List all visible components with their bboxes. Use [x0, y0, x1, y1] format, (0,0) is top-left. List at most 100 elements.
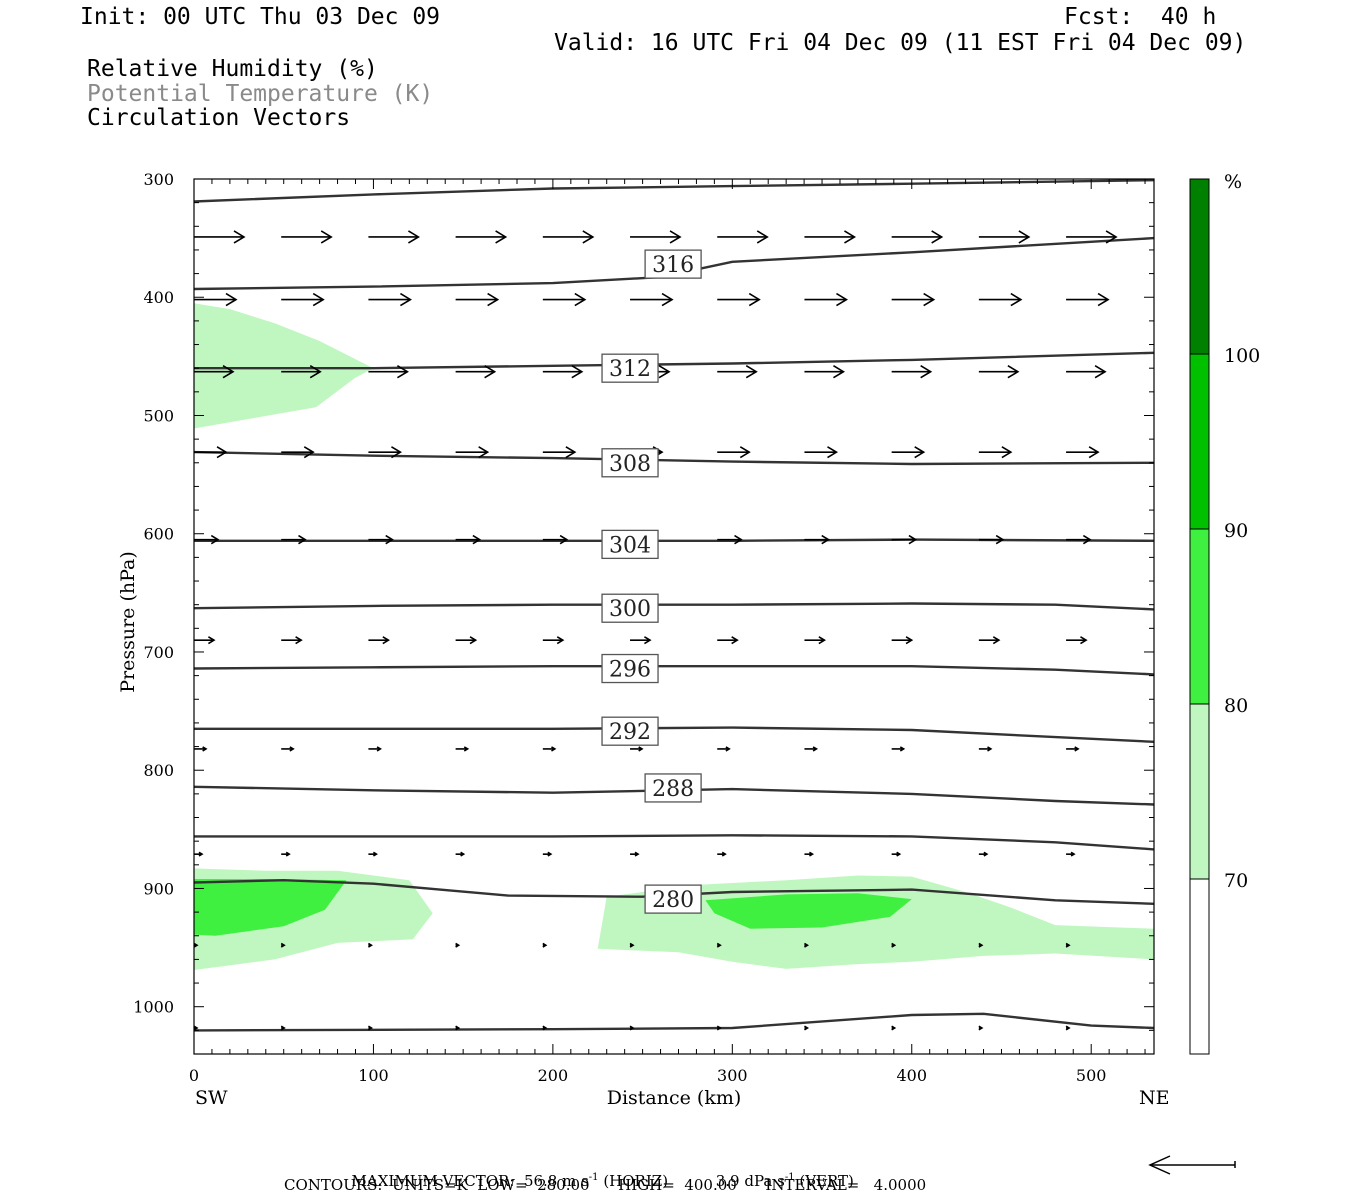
circulation-vector: [717, 746, 731, 752]
colorbar-label: 70: [1224, 870, 1248, 892]
circulation-vector: [1066, 365, 1107, 379]
circulation-vector: [717, 534, 743, 545]
legend-vectors: Circulation Vectors: [87, 105, 351, 131]
theta-label-280: 280: [644, 884, 702, 914]
circulation-vector: [455, 292, 500, 307]
theta-label-288: 288: [644, 773, 702, 803]
colorbar-label: 90: [1224, 520, 1248, 542]
forecast-hour: Fcst: 40 h: [1064, 4, 1217, 30]
colorbar-segment: [1190, 879, 1209, 1054]
circulation-vector: [194, 534, 220, 545]
circulation-vector: [978, 1025, 984, 1031]
circulation-vector: [280, 942, 286, 948]
circulation-vector: [629, 1025, 635, 1031]
circulation-vector: [455, 746, 470, 752]
svg-text:308: 308: [609, 452, 651, 477]
circulation-vector: [717, 230, 769, 244]
x-tick-label: 400: [896, 1066, 927, 1085]
circulation-vector: [194, 636, 216, 645]
circulation-vector: [194, 851, 204, 857]
circulation-vector: [455, 1025, 461, 1031]
y-tick-label: 500: [143, 406, 174, 425]
max-horiz-unit: (HORIZ): [603, 1172, 669, 1190]
circulation-vector: [368, 230, 420, 244]
y-tick-label: 800: [143, 761, 174, 780]
theta-label-312: 312: [601, 353, 659, 383]
circulation-vector: [194, 365, 235, 379]
y-tick-label: 1000: [133, 998, 174, 1017]
rh-fill-80-90-3: [194, 879, 347, 936]
circulation-vector: [542, 1025, 548, 1031]
circulation-vector: [891, 942, 897, 948]
circulation-vector: [891, 851, 902, 857]
theta-contour-296: [194, 665, 1154, 676]
circulation-vector: [630, 746, 644, 752]
axes: 0 100 200 300 400 500 300 400 500 600 700 800 900 100…: [133, 170, 1155, 1085]
colorbar-segment: [1190, 529, 1209, 704]
circulation-vector: [891, 446, 926, 459]
x-tick-label: 300: [717, 1066, 748, 1085]
vert-exponent: -1: [784, 1172, 795, 1183]
circulation-vector: [804, 851, 815, 857]
circulation-vector: [978, 365, 1020, 379]
valid-time: Valid: 16 UTC Fri 04 Dec 09 (11 EST Fri …: [554, 30, 1247, 56]
circulation-vector: [804, 292, 849, 307]
y-tick-label: 400: [143, 288, 174, 307]
circulation-vector: [630, 230, 682, 244]
circulation-vector: [368, 365, 409, 379]
theta-label-300: 300: [601, 593, 659, 623]
theta-label-304: 304: [601, 529, 659, 560]
colorbar-segment: [1190, 179, 1209, 354]
circulation-vector: [978, 942, 984, 948]
circulation-vector: [978, 851, 989, 857]
legend-rh: Relative Humidity (%): [87, 56, 378, 82]
colorbar-label: 80: [1224, 695, 1248, 717]
circulation-vector: [542, 746, 557, 752]
circulation-vector: [891, 534, 918, 545]
circulation-vector: [630, 292, 674, 307]
circulation-vector: [194, 230, 246, 244]
y-axis-label: Pressure (hPa): [117, 551, 139, 693]
theta-contour-300: [194, 602, 1154, 611]
init-time: Init: 00 UTC Thu 03 Dec 09: [80, 4, 441, 30]
circulation-vector: [717, 636, 739, 645]
rh-fill-80-90-4: [705, 893, 912, 929]
circulation-vector: [281, 292, 325, 307]
circulation-vector: [280, 1025, 286, 1031]
circulation-vector: [629, 942, 635, 948]
x-tick-label: 0: [189, 1066, 199, 1085]
theta-label-292: 292: [601, 716, 659, 746]
circulation-vector: [978, 534, 1005, 545]
circulation-vector: [542, 292, 587, 307]
circulation-vector: [1065, 1025, 1071, 1031]
theta-label-316: 316: [644, 249, 702, 279]
circulation-vector: [804, 942, 810, 948]
circulation-vector: [891, 1025, 897, 1031]
circulation-vector: [804, 534, 831, 545]
circulation-vector: [281, 446, 315, 459]
theta-contour-292: [194, 726, 1154, 743]
svg-text:304: 304: [609, 533, 651, 558]
circulation-vector: [978, 636, 1001, 645]
x-end-label-right: NE: [1139, 1087, 1170, 1109]
theta-contour-unlabeled-11: [194, 1012, 1154, 1032]
theta-contour-308: [194, 450, 1154, 466]
circulation-vector: [1066, 230, 1118, 244]
max-vert-unit: (VERT): [799, 1172, 854, 1190]
plot-frame: [193, 178, 1155, 1055]
circulation-vector: [542, 365, 584, 379]
circulation-vector: [1066, 446, 1100, 459]
circulation-vector: [368, 1025, 373, 1031]
theta-label-308: 308: [601, 448, 659, 478]
circulation-vector: [542, 942, 548, 948]
circulation-vector: [717, 851, 727, 857]
circulation-vector: [542, 534, 569, 545]
max-vert-value: 3.9 dPa s: [715, 1172, 785, 1190]
circulation-vector: [804, 1025, 810, 1031]
circulation-vector: [717, 446, 751, 459]
plot-area: 316 312 308 304 300 296 292 288 280: [194, 179, 1154, 1032]
svg-text:296: 296: [609, 658, 651, 683]
circulation-vector: [281, 851, 291, 857]
circulation-vector: [716, 1025, 722, 1031]
